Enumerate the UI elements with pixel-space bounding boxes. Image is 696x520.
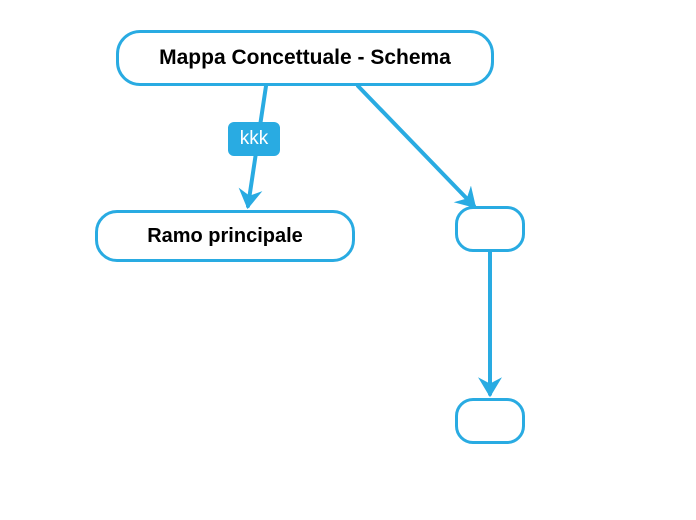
node-left-label: Ramo principale bbox=[147, 225, 303, 248]
node-bottom bbox=[455, 398, 525, 444]
edge-root-right bbox=[358, 86, 474, 206]
node-root-label: Mappa Concettuale - Schema bbox=[159, 46, 451, 70]
node-right bbox=[455, 206, 525, 252]
edge-label-kkk: kkk bbox=[228, 122, 280, 156]
edge-label-kkk-text: kkk bbox=[240, 128, 269, 150]
node-root: Mappa Concettuale - Schema bbox=[116, 30, 494, 86]
node-left: Ramo principale bbox=[95, 210, 355, 262]
